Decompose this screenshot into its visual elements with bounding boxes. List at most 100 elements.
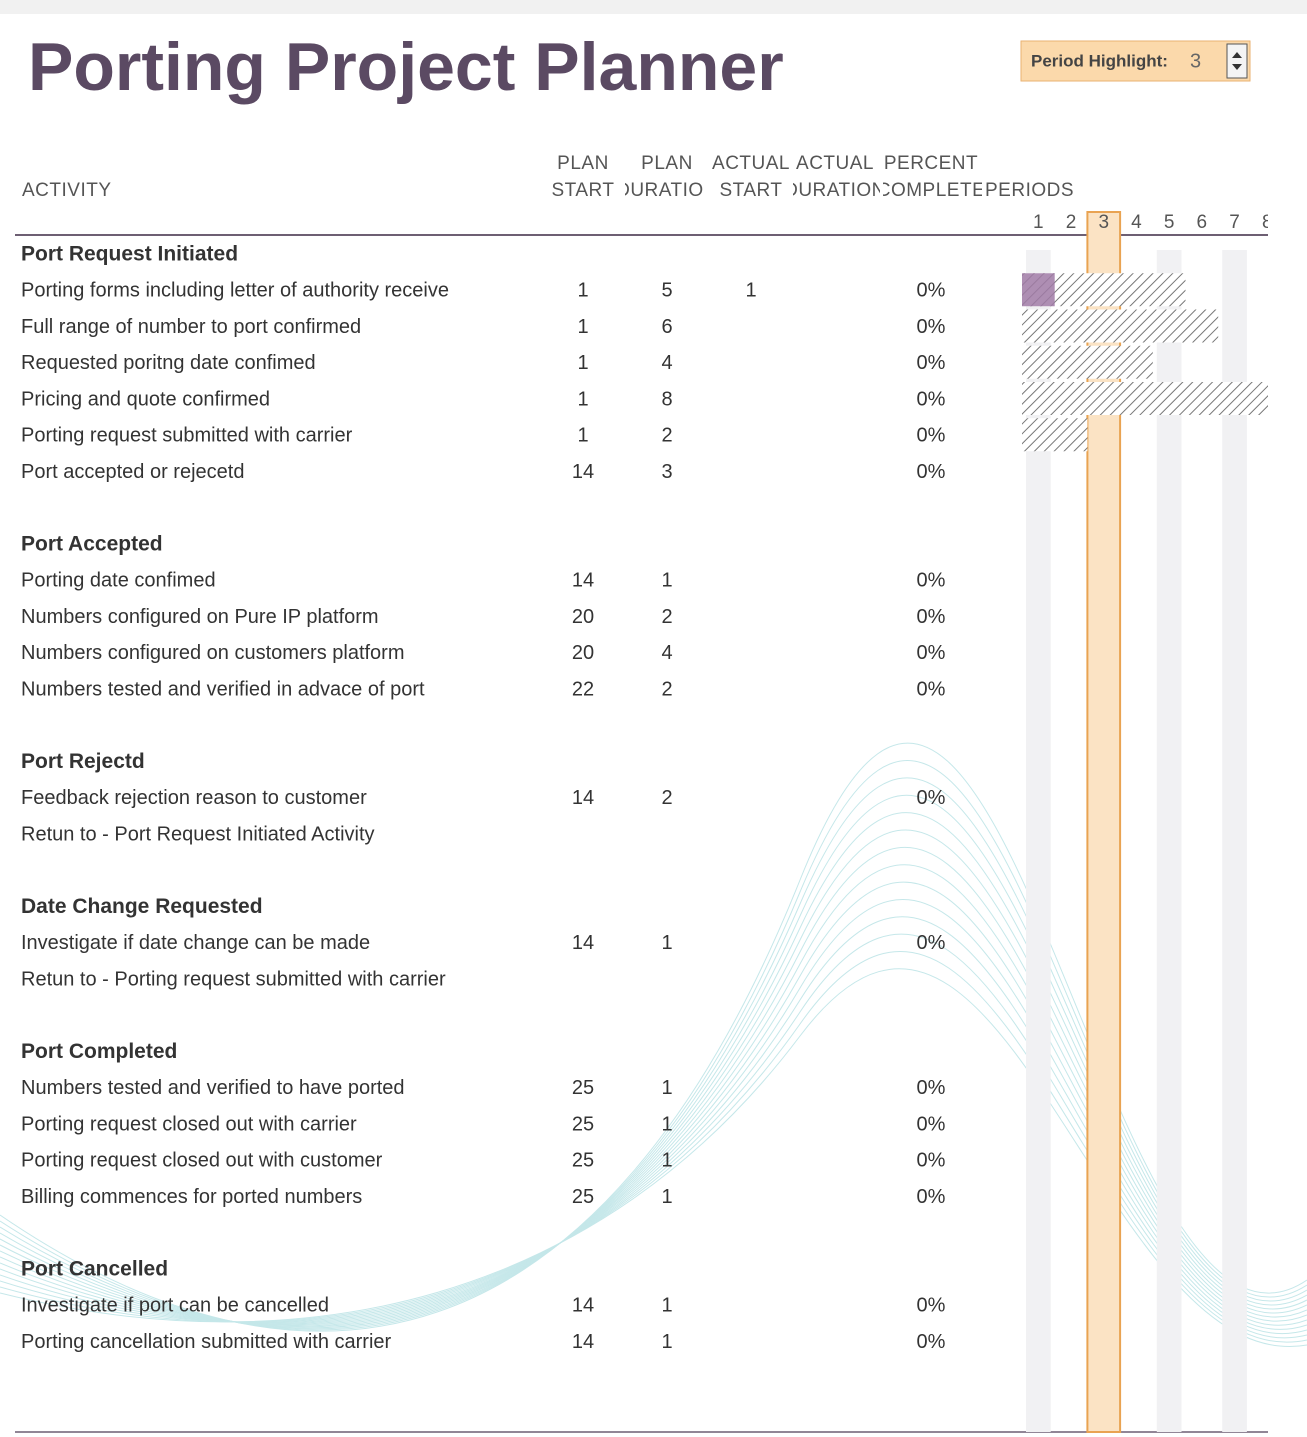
period-stripe [1222, 250, 1247, 1432]
percent-complete: 0% [917, 1077, 946, 1099]
period-highlight-box[interactable] [1020, 40, 1251, 82]
percent-complete: 0% [917, 678, 946, 700]
period-label: 2 [1066, 212, 1077, 233]
plan-duration: 2 [661, 425, 672, 447]
plan-duration: 6 [661, 316, 672, 338]
activity: Billing commences for ported numbers [21, 1186, 362, 1208]
plan-start: 1 [577, 388, 588, 410]
period-highlight-label: Period Highlight: [1031, 51, 1168, 70]
activity: Numbers tested and verified in advace of… [21, 678, 425, 700]
plan-duration: 8 [661, 388, 672, 410]
plan-duration: 5 [661, 280, 672, 302]
spinner[interactable] [1226, 43, 1248, 79]
activity: Port accepted or rejecetd [21, 461, 244, 483]
column-header: ACTIVITY [22, 180, 112, 201]
column-header: ACTUAL START [712, 153, 790, 201]
plan-start: 14 [572, 1295, 594, 1317]
activity: Numbers configured on customers platform [21, 642, 405, 664]
percent-complete: 0% [917, 1150, 946, 1172]
period-stripe [1156, 250, 1182, 1432]
plan-start: 25 [572, 1077, 594, 1099]
period-label: 4 [1131, 212, 1142, 233]
period-label: 6 [1197, 212, 1208, 233]
plan-bar [1022, 309, 1219, 343]
activity: Porting request submitted with carrier [21, 425, 353, 447]
plan-start: 14 [572, 932, 594, 954]
plan-start: 1 [577, 352, 588, 374]
plan-start: 14 [572, 1331, 594, 1353]
section-title: Port Rejectd [21, 750, 145, 773]
percent-complete: 0% [917, 280, 946, 302]
activity: Porting cancellation submitted with carr… [21, 1331, 392, 1353]
activity: Retun to - Porting request submitted wit… [21, 968, 446, 990]
plan-start: 1 [577, 425, 588, 447]
plan-duration: 1 [661, 1295, 672, 1317]
page-title: Porting Project Planner [28, 29, 784, 105]
section-title: Port Accepted [21, 533, 163, 556]
percent-complete: 0% [917, 352, 946, 374]
gantt-bars [1022, 273, 1268, 452]
period-label: 5 [1164, 212, 1175, 233]
activity: Porting forms including letter of author… [21, 280, 449, 302]
percent-complete: 0% [917, 787, 946, 809]
section-title: Port Request Initiated [21, 243, 238, 266]
plan-duration: 4 [661, 352, 672, 374]
percent-complete: 0% [917, 316, 946, 338]
activity: Numbers configured on Pure IP platform [21, 606, 379, 628]
activity: Requested poritng date confimed [21, 352, 316, 374]
plan-bar [1022, 345, 1153, 379]
highlight-column [1086, 211, 1122, 1433]
plan-start: 22 [572, 678, 594, 700]
activity: Investigate if port can be cancelled [21, 1295, 329, 1317]
plan-duration: 3 [661, 461, 672, 483]
period-label: 7 [1229, 212, 1240, 233]
column-header: ACTUAL DURATION [784, 153, 886, 201]
percent-complete: 0% [917, 606, 946, 628]
actual-bar [1022, 273, 1055, 307]
activity: Full range of number to port confirmed [21, 316, 361, 338]
actual-start: 1 [745, 280, 756, 302]
plan-duration: 1 [661, 1150, 672, 1172]
plan-start: 14 [572, 787, 594, 809]
wave-decoration [0, 742, 1307, 1348]
plan-start: 20 [572, 642, 594, 664]
plan-start: 14 [572, 461, 594, 483]
plan-start: 25 [572, 1150, 594, 1172]
plan-start: 25 [572, 1113, 594, 1135]
plan-start: 14 [572, 570, 594, 592]
percent-complete: 0% [917, 932, 946, 954]
plan-duration: 1 [661, 1331, 672, 1353]
percent-complete: 0% [917, 570, 946, 592]
percent-complete: 0% [917, 642, 946, 664]
percent-complete: 0% [917, 461, 946, 483]
percent-complete: 0% [917, 1295, 946, 1317]
plan-bar [1022, 418, 1088, 452]
activity: Retun to - Port Request Initiated Activi… [21, 823, 375, 845]
activity: Porting request closed out with customer [21, 1150, 383, 1172]
column-header: PERCENT COMPLETE [877, 153, 986, 201]
period-label: 1 [1033, 212, 1044, 233]
activity: Porting date confimed [21, 570, 216, 592]
period-label: 8 [1262, 212, 1273, 233]
section-title: Port Cancelled [21, 1258, 168, 1281]
percent-complete: 0% [917, 1186, 946, 1208]
activity: Feedback rejection reason to customer [21, 787, 367, 809]
section-title: Port Completed [21, 1040, 177, 1063]
plan-duration: 1 [661, 932, 672, 954]
plan-bar [1022, 382, 1268, 415]
column-header: PERIODS [985, 180, 1074, 201]
spinner-arrows [1232, 52, 1242, 70]
plan-start: 1 [577, 280, 588, 302]
top-strip [0, 0, 1307, 14]
plan-start: 20 [572, 606, 594, 628]
plan-duration: 2 [661, 678, 672, 700]
plan-duration: 2 [661, 606, 672, 628]
plan-start: 1 [577, 316, 588, 338]
percent-complete: 0% [917, 425, 946, 447]
column-header: PLAN DURATION [616, 153, 718, 201]
plan-duration: 4 [661, 642, 672, 664]
activity: Investigate if date change can be made [21, 932, 370, 954]
activity: Pricing and quote confirmed [21, 388, 270, 410]
period-highlight-value: 3 [1190, 50, 1201, 72]
